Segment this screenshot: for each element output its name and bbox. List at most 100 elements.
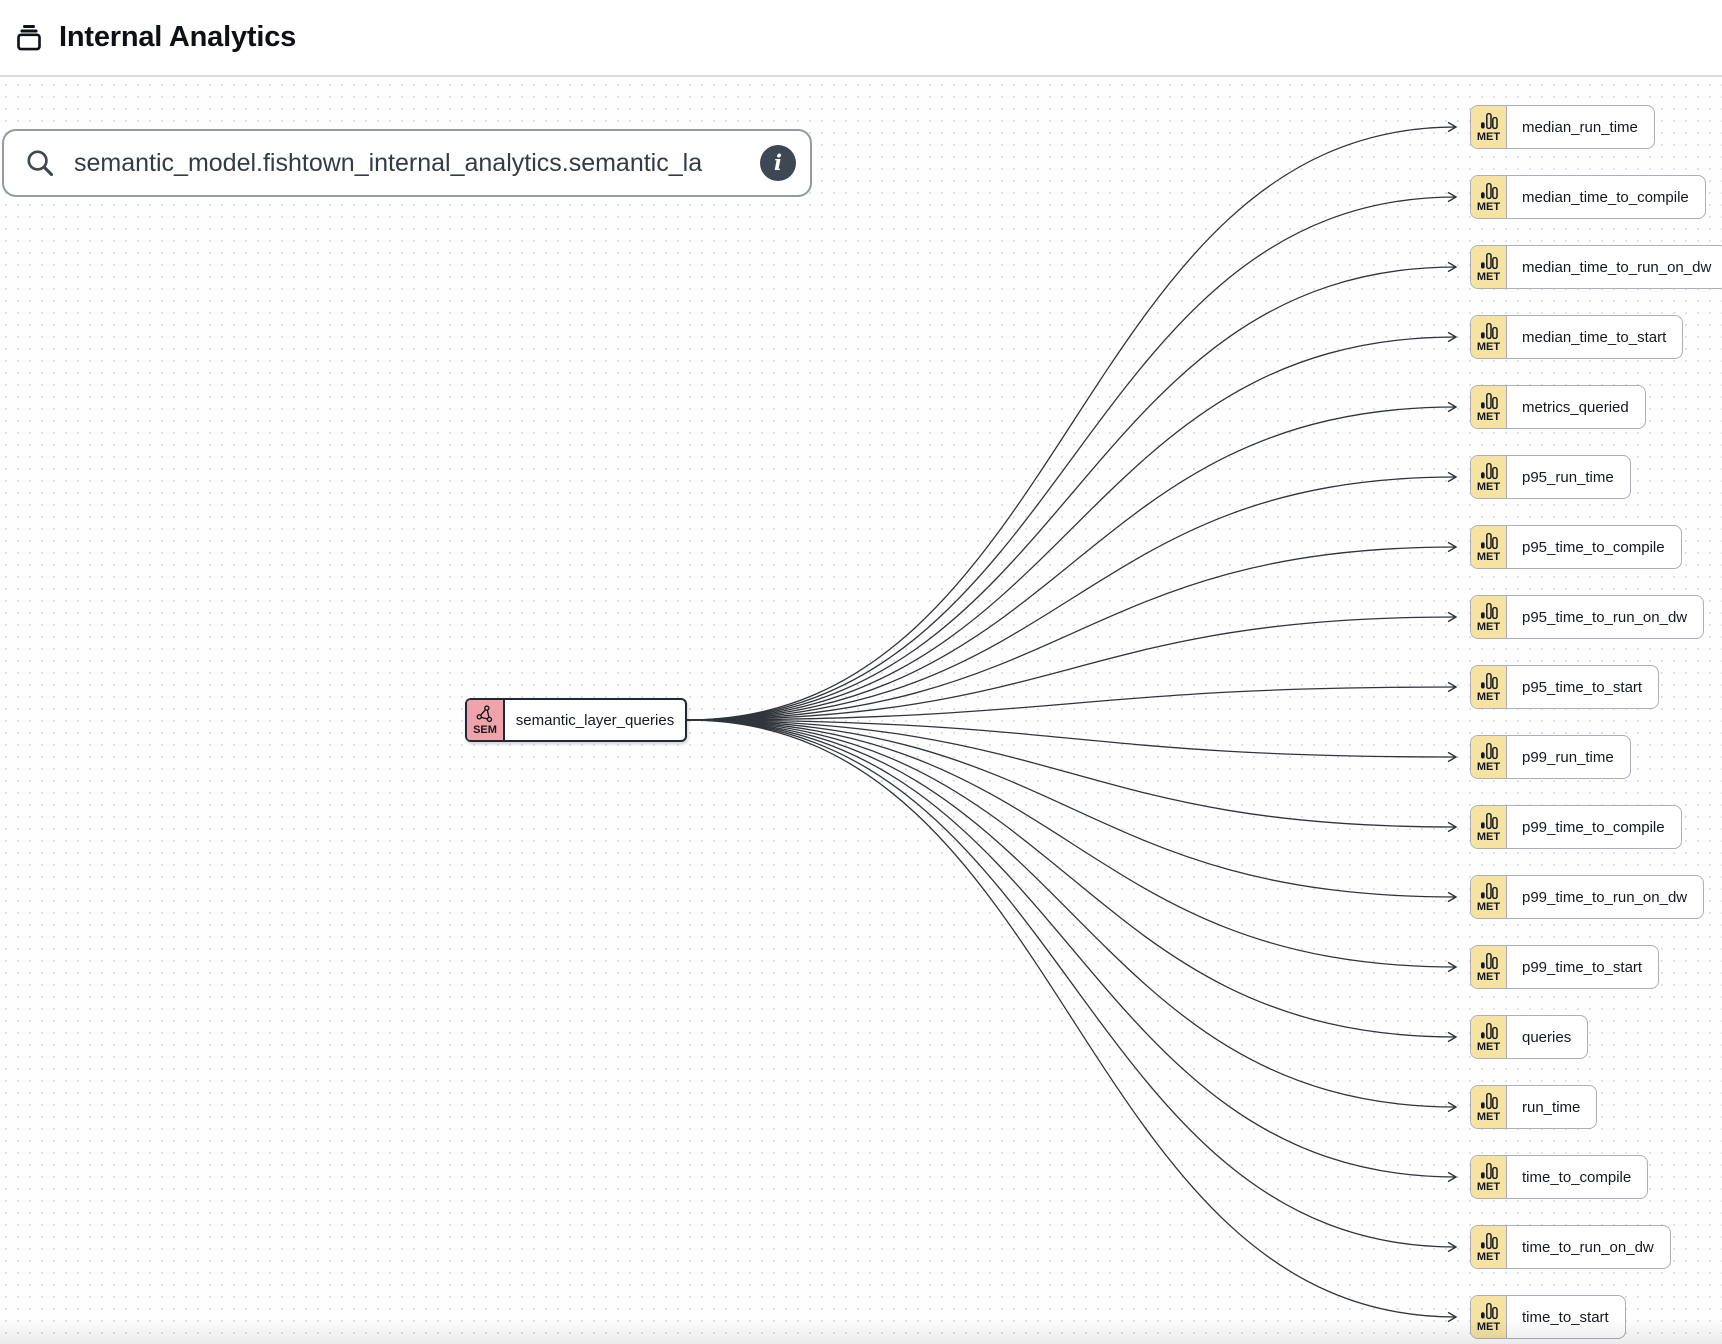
metric-badge: MET bbox=[1471, 1016, 1507, 1058]
metric-label: metrics_queried bbox=[1522, 398, 1629, 416]
metric-badge-label: MET bbox=[1476, 1251, 1501, 1263]
metric-node[interactable]: MET time_to_start bbox=[1470, 1295, 1626, 1339]
metric-label: median_time_to_compile bbox=[1522, 188, 1689, 206]
metric-label: p99_time_to_run_on_dw bbox=[1522, 888, 1688, 906]
metric-badge-label: MET bbox=[1476, 831, 1501, 843]
metric-badge: MET bbox=[1471, 946, 1507, 988]
bar-chart-icon bbox=[1480, 252, 1498, 270]
metric-node[interactable]: MET median_time_to_compile bbox=[1470, 175, 1706, 219]
metric-node[interactable]: MET median_time_to_start bbox=[1470, 315, 1684, 359]
metric-node[interactable]: MET time_to_run_on_dw bbox=[1470, 1225, 1671, 1269]
metric-node[interactable]: MET median_time_to_run_on_dw bbox=[1470, 245, 1722, 289]
metric-badge: MET bbox=[1471, 806, 1507, 848]
metric-badge: MET bbox=[1471, 246, 1507, 288]
metric-badge: MET bbox=[1471, 1296, 1507, 1338]
semantic-model-badge: SEM bbox=[467, 700, 505, 740]
metric-badge: MET bbox=[1471, 526, 1507, 568]
bar-chart-icon bbox=[1480, 392, 1498, 410]
metric-label: p95_time_to_start bbox=[1522, 678, 1643, 696]
metric-badge-label: MET bbox=[1476, 621, 1501, 633]
metric-label: p95_run_time bbox=[1522, 468, 1614, 486]
lineage-edge bbox=[686, 719, 1458, 1323]
metric-badge: MET bbox=[1471, 1226, 1507, 1268]
metric-node[interactable]: MET p99_run_time bbox=[1470, 735, 1631, 779]
metric-badge-label: MET bbox=[1476, 761, 1501, 773]
metric-badge-label: MET bbox=[1476, 1321, 1501, 1333]
metric-badge-label: MET bbox=[1476, 201, 1501, 213]
metric-node[interactable]: MET p95_time_to_run_on_dw bbox=[1470, 595, 1705, 639]
metric-node[interactable]: MET run_time bbox=[1470, 1085, 1598, 1129]
metric-badge: MET bbox=[1471, 456, 1507, 498]
metric-node[interactable]: MET metrics_queried bbox=[1470, 385, 1646, 429]
lineage-edge bbox=[686, 121, 1458, 721]
lineage-edge bbox=[686, 191, 1458, 721]
bar-chart-icon bbox=[1480, 112, 1498, 130]
metric-node[interactable]: MET queries bbox=[1470, 1015, 1589, 1059]
metric-badge-label: MET bbox=[1476, 1041, 1501, 1053]
metric-label: median_time_to_start bbox=[1522, 328, 1667, 346]
lineage-edge bbox=[686, 719, 1458, 833]
metric-badge: MET bbox=[1471, 596, 1507, 638]
lineage-edge bbox=[686, 331, 1458, 721]
metric-badge: MET bbox=[1471, 176, 1507, 218]
metric-node[interactable]: MET p95_time_to_compile bbox=[1470, 525, 1682, 569]
lineage-edge bbox=[686, 471, 1458, 721]
metric-node[interactable]: MET p99_time_to_compile bbox=[1470, 805, 1682, 849]
metric-label: queries bbox=[1522, 1028, 1572, 1046]
bar-chart-icon bbox=[1480, 1092, 1498, 1110]
search-input[interactable]: semantic_model.fishtown_internal_analyti… bbox=[74, 148, 703, 177]
info-button[interactable]: i bbox=[760, 145, 796, 181]
lineage-edge bbox=[686, 401, 1458, 721]
lineage-canvas[interactable]: semantic_model.fishtown_internal_analyti… bbox=[0, 79, 1722, 1344]
metric-node[interactable]: MET p99_time_to_run_on_dw bbox=[1470, 875, 1705, 919]
search-icon bbox=[27, 150, 54, 177]
lineage-edge bbox=[686, 681, 1458, 721]
edges-layer bbox=[686, 121, 1458, 1323]
bar-chart-icon bbox=[1480, 1232, 1498, 1250]
metric-badge-label: MET bbox=[1476, 411, 1501, 423]
metric-badge: MET bbox=[1471, 106, 1507, 148]
metric-node[interactable]: MET p95_time_to_start bbox=[1470, 665, 1660, 709]
page-title: Internal Analytics bbox=[59, 21, 297, 53]
metric-badge: MET bbox=[1471, 876, 1507, 918]
semantic-model-badge-label: SEM bbox=[473, 724, 497, 736]
bar-chart-icon bbox=[1480, 532, 1498, 550]
bar-chart-icon bbox=[1480, 672, 1498, 690]
metric-badge: MET bbox=[1471, 316, 1507, 358]
lineage-edge bbox=[686, 541, 1458, 721]
metric-node[interactable]: MET median_run_time bbox=[1470, 105, 1655, 149]
metric-label: p99_run_time bbox=[1522, 748, 1614, 766]
bar-chart-icon bbox=[1480, 812, 1498, 830]
metric-badge-label: MET bbox=[1476, 551, 1501, 563]
bar-chart-icon bbox=[1480, 882, 1498, 900]
bar-chart-icon bbox=[1480, 182, 1498, 200]
metric-node[interactable]: MET p99_time_to_start bbox=[1470, 945, 1660, 989]
metric-badge: MET bbox=[1471, 736, 1507, 778]
bar-chart-icon bbox=[1480, 1162, 1498, 1180]
lineage-edge bbox=[686, 719, 1458, 1183]
metric-badge-label: MET bbox=[1476, 901, 1501, 913]
bar-chart-icon bbox=[1480, 602, 1498, 620]
metric-label: p99_time_to_compile bbox=[1522, 818, 1665, 836]
metric-badge: MET bbox=[1471, 1156, 1507, 1198]
info-icon: i bbox=[774, 149, 782, 175]
lineage-edge bbox=[686, 261, 1458, 721]
search-bar[interactable]: semantic_model.fishtown_internal_analyti… bbox=[2, 129, 812, 197]
metric-label: time_to_run_on_dw bbox=[1522, 1238, 1654, 1256]
metric-badge: MET bbox=[1471, 386, 1507, 428]
bar-chart-icon bbox=[1480, 952, 1498, 970]
network-triangle-icon bbox=[476, 705, 492, 723]
lineage-edge bbox=[686, 719, 1458, 1043]
metric-label: median_time_to_run_on_dw bbox=[1522, 258, 1712, 276]
metric-badge: MET bbox=[1471, 666, 1507, 708]
metric-node[interactable]: MET p95_run_time bbox=[1470, 455, 1631, 499]
metric-label: time_to_start bbox=[1522, 1308, 1609, 1326]
metric-badge-label: MET bbox=[1476, 971, 1501, 983]
semantic-model-label: semantic_layer_queries bbox=[515, 711, 675, 729]
metric-node[interactable]: MET time_to_compile bbox=[1470, 1155, 1649, 1199]
lineage-edge bbox=[686, 719, 1458, 973]
archive-icon bbox=[17, 24, 41, 50]
semantic-model-node[interactable]: SEM semantic_layer_queries bbox=[465, 698, 687, 742]
metric-label: median_run_time bbox=[1522, 118, 1638, 136]
lineage-edge bbox=[686, 719, 1458, 1113]
